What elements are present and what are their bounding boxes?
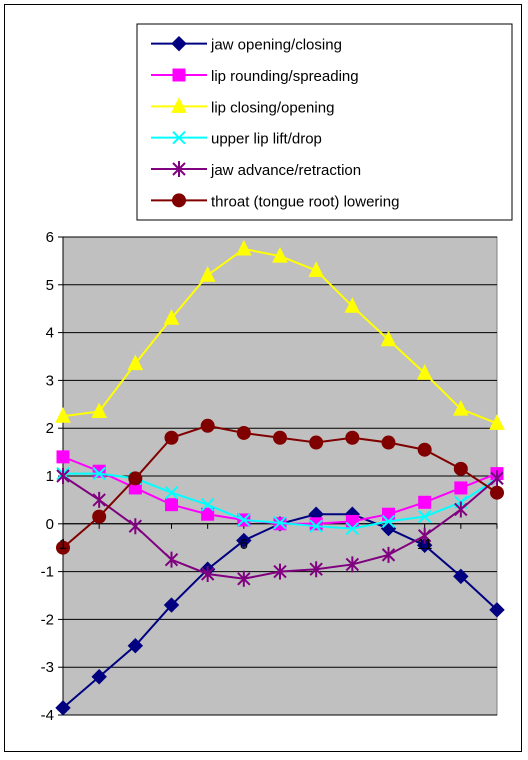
data-point-jaw-advance-retraction <box>273 563 287 580</box>
data-point-throat-tongue-root-lowering <box>381 435 396 450</box>
y-tick-label: 6 <box>46 229 54 246</box>
legend-label-jaw-opening-closing: jaw opening/closing <box>210 37 342 54</box>
data-point-lip-rounding-spreading <box>165 498 178 512</box>
data-point-lip-rounding-spreading <box>56 450 70 464</box>
data-point-lip-closing-opening <box>199 266 216 282</box>
data-point-lip-closing-opening <box>127 354 144 371</box>
data-point-lip-closing-opening <box>236 239 252 256</box>
data-point-throat-tongue-root-lowering <box>56 540 70 555</box>
data-point-jaw-opening-closing <box>127 637 144 654</box>
data-point-upper-lip-lift-drop <box>237 513 251 527</box>
data-point-jaw-advance-retraction <box>417 527 432 544</box>
data-point-lip-rounding-spreading <box>201 507 215 521</box>
data-point-jaw-advance-retraction <box>381 546 396 563</box>
data-point-jaw-advance-retraction <box>200 565 215 582</box>
data-point-throat-tongue-root-lowering <box>164 430 179 445</box>
data-point-throat-tongue-root-lowering <box>345 430 360 445</box>
data-point-jaw-advance-retraction <box>164 551 179 568</box>
legend-marker-throat-tongue-root-lowering <box>172 193 186 208</box>
data-point-jaw-advance-retraction <box>56 468 70 484</box>
x-tick-label: 6 <box>240 536 248 553</box>
data-point-throat-tongue-root-lowering <box>417 442 432 457</box>
legend-label-throat-tongue-root-lowering: throat (tongue root) lowering <box>211 193 399 210</box>
data-point-jaw-advance-retraction <box>345 556 360 573</box>
data-point-throat-tongue-root-lowering <box>490 485 504 500</box>
data-point-lip-closing-opening <box>380 330 397 347</box>
data-point-lip-rounding-spreading <box>309 517 323 531</box>
y-tick-label: -4 <box>41 707 54 724</box>
data-point-throat-tongue-root-lowering <box>309 435 324 450</box>
y-tick-label: 2 <box>46 420 54 437</box>
legend-label-lip-rounding-spreading: lip rounding/spreading <box>211 68 359 85</box>
legend-label-lip-closing-opening: lip closing/opening <box>211 99 334 116</box>
y-tick-label: 0 <box>46 516 54 533</box>
data-point-upper-lip-lift-drop <box>92 466 106 481</box>
data-point-jaw-advance-retraction <box>309 561 323 578</box>
data-point-jaw-opening-closing <box>489 602 505 618</box>
data-point-throat-tongue-root-lowering <box>128 471 143 486</box>
data-point-jaw-opening-closing <box>236 532 252 549</box>
data-point-lip-rounding-spreading <box>92 464 106 478</box>
data-point-jaw-advance-retraction <box>237 570 251 587</box>
data-point-lip-closing-opening <box>163 309 180 325</box>
y-tick-label: 4 <box>46 325 54 342</box>
legend-marker-lip-closing-opening <box>171 97 187 113</box>
data-point-lip-closing-opening <box>416 364 433 380</box>
data-point-lip-closing-opening <box>489 414 505 430</box>
data-point-lip-rounding-spreading <box>418 495 432 509</box>
data-point-jaw-opening-closing <box>55 700 71 716</box>
legend-box <box>136 23 513 221</box>
x-tick-label: 1 <box>59 536 67 553</box>
y-tick-label: 5 <box>46 277 54 294</box>
legend-marker-jaw-opening-closing <box>171 35 187 52</box>
data-point-lip-rounding-spreading <box>454 481 468 495</box>
data-point-jaw-advance-retraction <box>490 470 504 487</box>
legend-label-jaw-advance-retraction: jaw advance/retraction <box>210 162 361 179</box>
data-point-throat-tongue-root-lowering <box>273 430 287 445</box>
data-point-jaw-opening-closing <box>416 537 433 554</box>
data-point-throat-tongue-root-lowering <box>92 509 107 524</box>
legend-label-upper-lip-lift-drop: upper lip lift/drop <box>211 131 322 148</box>
y-tick-label: -2 <box>41 611 54 628</box>
legend-marker-upper-lip-lift-drop <box>172 130 186 145</box>
data-point-lip-closing-opening <box>344 297 361 313</box>
data-point-upper-lip-lift-drop <box>381 514 396 529</box>
data-point-throat-tongue-root-lowering <box>200 418 215 433</box>
data-point-throat-tongue-root-lowering <box>453 461 468 476</box>
y-tick-label: 1 <box>46 468 54 485</box>
data-point-lip-closing-opening <box>272 247 288 263</box>
legend-marker-jaw-advance-retraction <box>172 161 186 177</box>
data-point-upper-lip-lift-drop <box>273 516 287 530</box>
data-point-throat-tongue-root-lowering <box>236 425 251 440</box>
data-point-upper-lip-lift-drop <box>417 509 432 524</box>
data-point-jaw-advance-retraction <box>92 491 106 508</box>
data-point-jaw-advance-retraction <box>454 501 468 518</box>
data-point-lip-closing-opening <box>55 407 71 423</box>
data-point-upper-lip-lift-drop <box>164 486 179 500</box>
y-tick-label: -3 <box>41 659 54 676</box>
data-point-upper-lip-lift-drop <box>200 497 215 512</box>
legend-marker-lip-rounding-spreading <box>172 68 186 82</box>
y-tick-label: 3 <box>46 372 54 389</box>
data-point-lip-closing-opening <box>453 399 469 416</box>
y-tick-label: -1 <box>41 564 54 581</box>
x-tick-label: 11 <box>417 536 433 553</box>
data-point-lip-closing-opening <box>91 402 107 418</box>
data-point-jaw-opening-closing <box>91 669 107 685</box>
data-point-jaw-opening-closing <box>453 568 469 585</box>
data-point-jaw-advance-retraction <box>128 518 143 535</box>
data-point-upper-lip-lift-drop <box>345 521 360 536</box>
data-point-upper-lip-lift-drop <box>309 519 323 533</box>
data-point-lip-closing-opening <box>308 261 324 277</box>
data-point-jaw-opening-closing <box>163 597 180 613</box>
